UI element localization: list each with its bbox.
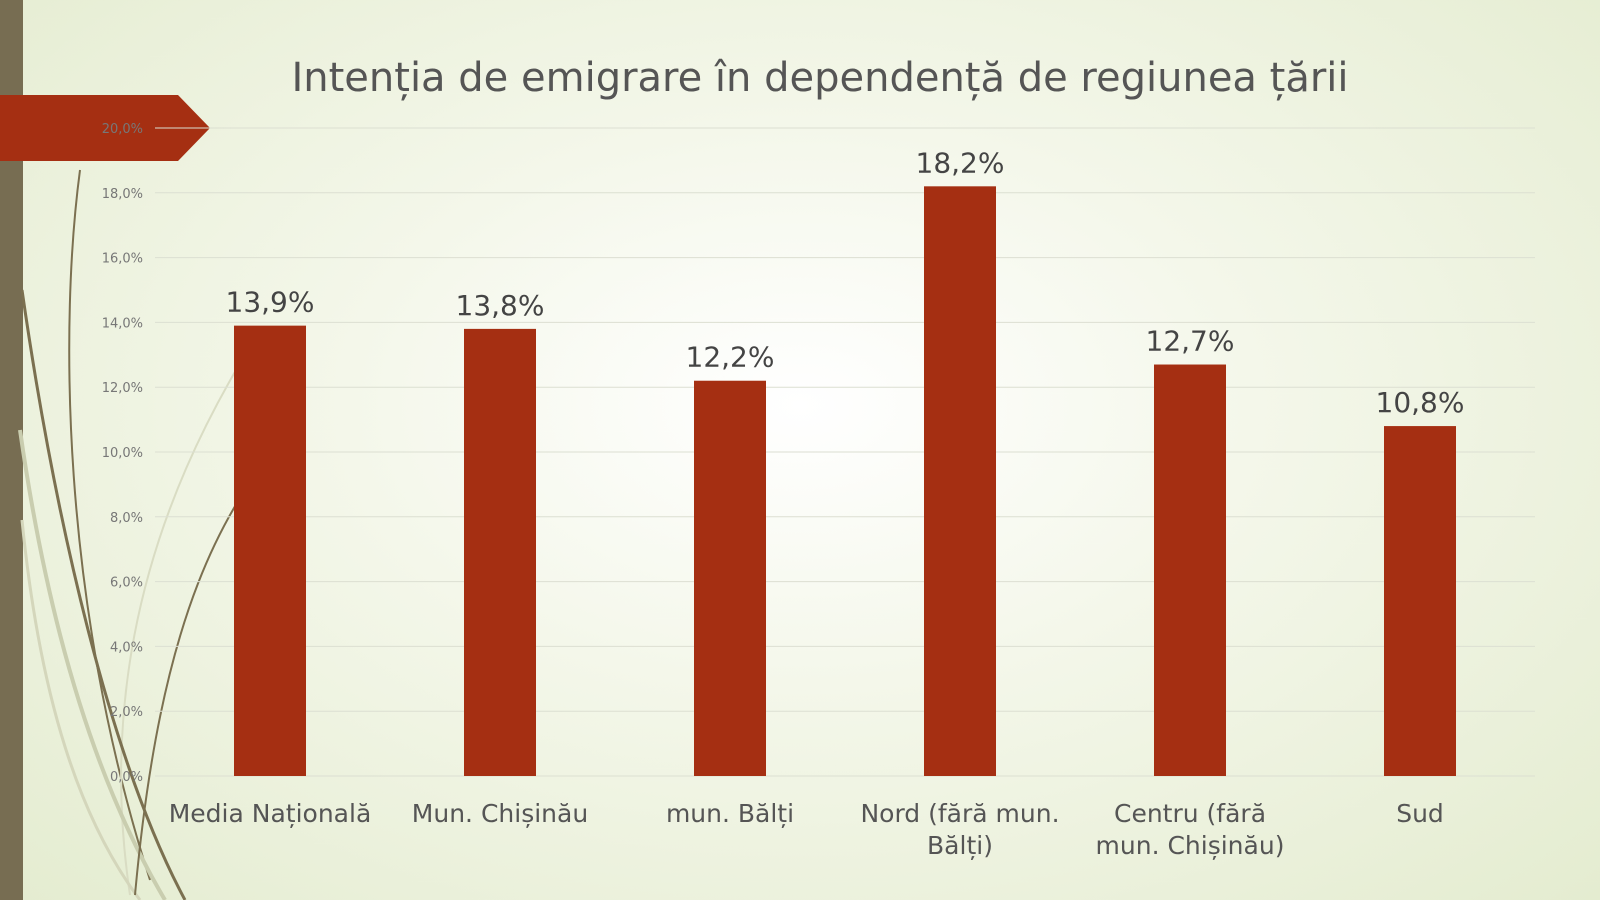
x-tick-label: Centru (fără [1114, 799, 1266, 828]
y-tick-label: 8,0% [110, 511, 143, 526]
y-tick-label: 20,0% [102, 122, 143, 137]
bar [234, 326, 306, 776]
y-tick-label: 14,0% [102, 316, 143, 331]
bar [1384, 426, 1456, 776]
y-tick-label: 16,0% [102, 252, 143, 267]
x-tick-label: Nord (fără mun. [860, 799, 1059, 828]
y-tick-label: 6,0% [110, 576, 143, 591]
x-tick-label: mun. Bălți [666, 799, 794, 828]
y-tick-label: 4,0% [110, 640, 143, 655]
bar [924, 186, 996, 776]
y-tick-label: 0,0% [110, 770, 143, 785]
data-label: 13,8% [456, 289, 545, 322]
data-label: 12,2% [686, 341, 775, 374]
y-tick-label: 18,0% [102, 187, 143, 202]
bar-chart: 0,0% 2,0% 4,0% 6,0% 8,0% 10,0% 12,0% 14,0% 16,0%… [0, 0, 1600, 900]
x-tick-label: Sud [1396, 799, 1444, 828]
x-tick-label: Mun. Chișinău [412, 799, 588, 828]
y-tick-label: 10,0% [102, 446, 143, 461]
x-tick-label: Bălți) [927, 831, 993, 860]
data-label: 13,9% [226, 286, 315, 319]
bar [464, 329, 536, 776]
x-tick-label: mun. Chișinău) [1096, 831, 1285, 860]
y-tick-label: 2,0% [110, 705, 143, 720]
x-tick-label: Media Națională [169, 799, 372, 828]
bar [1154, 365, 1226, 776]
data-label: 18,2% [916, 146, 1005, 179]
data-label: 10,8% [1376, 386, 1465, 419]
data-label: 12,7% [1146, 325, 1235, 358]
y-tick-label: 12,0% [102, 381, 143, 396]
bar [694, 381, 766, 776]
